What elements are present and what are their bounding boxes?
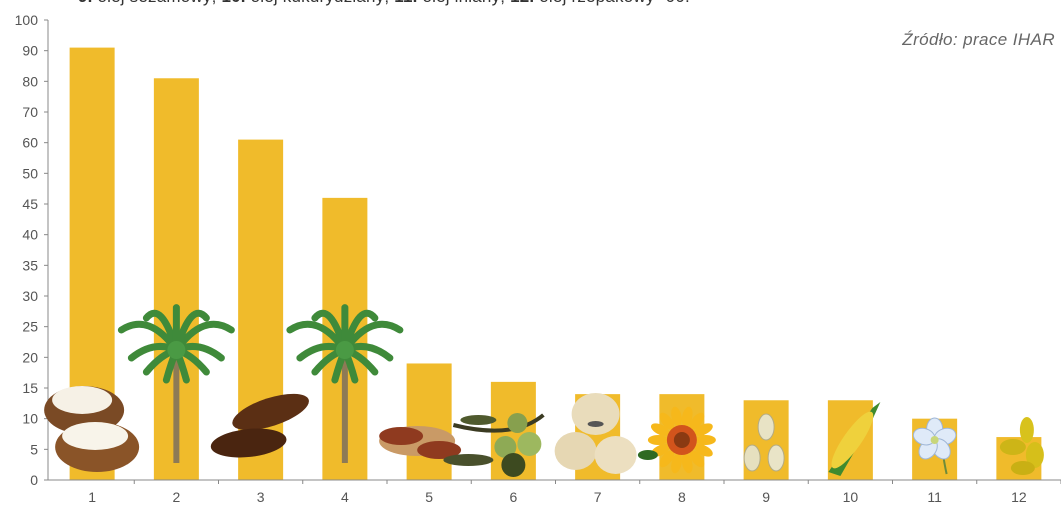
y-tick-label: 25 [22,319,38,335]
caption-number: 10. [221,0,245,6]
caption-text: olej rzepakowy "00." [534,0,696,6]
y-tick-label: 20 [22,349,38,365]
y-tick-label: 40 [22,227,38,243]
peanut-icon [379,426,462,459]
x-tick-label: 2 [172,489,180,505]
y-tick-label: 50 [22,165,38,181]
x-tick-label: 4 [341,489,349,505]
y-tick-label: 35 [22,257,38,273]
y-tick-label: 15 [22,380,38,396]
x-tick-label: 7 [594,489,602,505]
caption-number: 11. [394,0,417,6]
y-tick-label: 90 [22,43,38,59]
x-tick-label: 5 [425,489,433,505]
oil-palm-tree-icon [286,304,404,463]
chart-caption: 9. olej sezamowy; 10. olej kukurydziany;… [78,0,696,7]
caption-number: 12. [510,0,534,6]
plant-icons [44,304,1044,477]
corn-cob-icon [828,402,881,476]
source-note: Źródło: prace IHAR [902,30,1055,49]
flax-flower-icon [912,417,957,475]
coconut-icon [44,386,140,472]
y-tick-label: 100 [15,12,39,28]
y-tick-label: 5 [30,441,38,457]
x-tick-label: 11 [927,489,942,505]
caption-text: olej kukurydziany; [246,0,395,6]
soybean-icon [554,393,637,474]
y-tick-label: 45 [22,196,38,212]
cocoa-pod-icon [210,393,309,458]
rapeseed-flower-icon [999,417,1044,475]
y-tick-label: 60 [22,135,38,151]
caption-text: olej sezamowy; [93,0,222,6]
y-tick-label: 30 [22,288,38,304]
x-tick-label: 1 [88,489,96,505]
bars [69,47,1042,481]
oil-palm-tree-icon [117,304,235,463]
sesame-seed-icon [743,413,785,472]
y-tick-label: 80 [22,73,38,89]
y-tick-label: 70 [22,104,38,120]
x-tick-label: 12 [1011,489,1027,505]
bar-5 [406,363,452,480]
caption-text: olej lniany; [418,0,511,6]
x-axis: 1 2 3 4 5 6 7 8 9 10 11 12 [48,479,1061,505]
y-tick-label: 0 [30,472,38,488]
caption-number: 9. [78,0,93,6]
sunflower-icon [637,406,716,474]
x-tick-label: 9 [762,489,770,505]
y-tick-label: 10 [22,411,38,427]
y-axis: 0 5 10 15 20 25 30 35 40 45 50 60 70 80 90 100 [15,12,49,488]
x-tick-label: 8 [678,489,686,505]
x-tick-label: 10 [843,489,859,505]
olive-icon [443,413,545,477]
x-tick-label: 3 [257,489,265,505]
x-tick-label: 6 [509,489,517,505]
